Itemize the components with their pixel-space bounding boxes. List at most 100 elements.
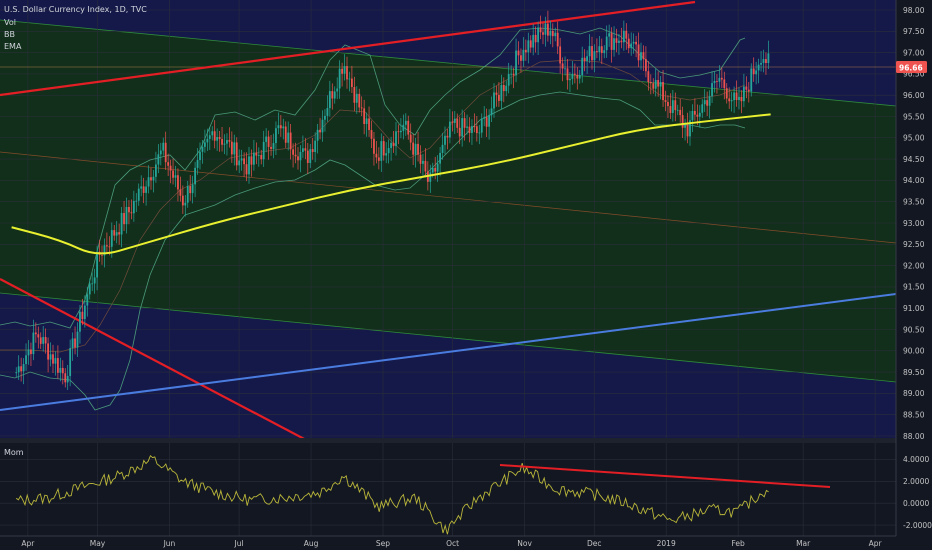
candle-body — [375, 153, 378, 158]
candle-body — [679, 109, 682, 116]
price-tick-label: 97.50 — [903, 27, 925, 36]
price-axis[interactable] — [896, 0, 932, 550]
red-resistance-line — [0, 0, 696, 97]
candle-body — [747, 89, 750, 92]
candle-body — [142, 186, 145, 193]
price-tick-label: 89.00 — [903, 389, 925, 398]
candle-body — [228, 140, 231, 142]
candle-body — [652, 83, 655, 89]
candle-body — [297, 156, 299, 161]
candle-body — [497, 94, 500, 101]
time-axis[interactable] — [0, 536, 932, 550]
candle-body — [137, 188, 140, 201]
candle-body — [654, 80, 657, 89]
momentum-label[interactable]: Mom — [4, 448, 24, 457]
candle-body — [373, 138, 375, 154]
candle-body — [669, 106, 672, 113]
candle-body — [657, 80, 660, 87]
momentum-pane — [0, 443, 896, 536]
candle-body — [255, 152, 258, 156]
candle-body — [478, 132, 481, 134]
legend-vol[interactable]: Vol — [4, 18, 16, 27]
grid-vertical — [27, 0, 876, 438]
chart-title[interactable]: U.S. Dollar Currency Index, 1D, TVC — [4, 5, 147, 14]
legend-bb[interactable]: BB — [4, 30, 15, 39]
legend-ema[interactable]: EMA — [4, 42, 22, 51]
candle-body — [537, 27, 539, 43]
candle-body — [71, 338, 74, 349]
candle-body — [272, 143, 275, 149]
candle-body — [265, 136, 268, 142]
candle-body — [277, 125, 280, 129]
candle-body — [728, 98, 731, 102]
channel-bottom-line — [0, 292, 896, 383]
time-tick-label: Nov — [517, 539, 532, 548]
candle-body — [718, 77, 721, 82]
candle-body — [711, 83, 713, 97]
candle-body — [282, 126, 285, 129]
candle-body — [223, 143, 226, 145]
candle-body — [600, 46, 603, 54]
momentum-tick-label: 2.0000 — [903, 477, 929, 486]
candle-body — [120, 212, 123, 235]
candle-body — [108, 246, 111, 248]
candle-body — [436, 163, 439, 172]
time-tick-label: Sep — [376, 539, 390, 548]
candle-body — [49, 354, 52, 360]
candle-body — [208, 135, 211, 139]
candle-body — [56, 358, 59, 373]
candle-body — [135, 200, 138, 202]
price-tick-label: 90.50 — [903, 325, 925, 334]
candle-body — [306, 150, 309, 163]
candle-body — [706, 100, 709, 106]
price-tick-label: 93.00 — [903, 219, 925, 228]
candle-body — [240, 158, 243, 161]
candle-body — [64, 373, 67, 383]
candle-body — [409, 134, 412, 143]
candle-body — [439, 152, 441, 164]
candle-body — [172, 170, 174, 178]
candle-body — [522, 49, 525, 61]
candle-body — [490, 108, 493, 116]
candle-body — [250, 156, 253, 165]
pane-separator[interactable] — [0, 438, 896, 443]
candles — [15, 10, 770, 390]
candle-body — [620, 40, 623, 43]
candle-body — [350, 78, 353, 88]
price-tick-label: 95.50 — [903, 112, 925, 121]
price-tick-label: 94.50 — [903, 155, 925, 164]
candle-body — [20, 366, 23, 372]
candle-body — [346, 66, 348, 80]
candle-body — [365, 118, 368, 124]
candle-body — [324, 115, 326, 120]
candle-body — [485, 117, 488, 127]
candle-body — [424, 160, 427, 172]
candle-body — [54, 358, 57, 364]
candle-body — [603, 50, 606, 54]
candle-body — [167, 162, 170, 166]
candle-body — [238, 160, 241, 166]
candle-body — [299, 151, 302, 161]
candle-body — [17, 366, 20, 373]
candle-body — [110, 230, 113, 247]
candle-body — [762, 59, 765, 63]
candle-body — [115, 232, 118, 236]
bb-lower — [0, 91, 746, 411]
candle-body — [588, 46, 591, 57]
candle-body — [184, 202, 187, 206]
price-tick-label: 91.00 — [903, 304, 925, 313]
candle-body — [15, 372, 18, 374]
candle-body — [691, 111, 694, 121]
candle-body — [667, 101, 669, 107]
candle-body — [348, 78, 351, 80]
candle-body — [412, 142, 415, 155]
candle-body — [81, 311, 84, 320]
candle-body — [91, 283, 94, 285]
price-tick-label: 93.50 — [903, 198, 925, 207]
candle-body — [468, 126, 471, 133]
candle-body — [716, 80, 718, 82]
candle-body — [157, 154, 160, 165]
candle-body — [581, 57, 584, 76]
price-tick-label: 90.00 — [903, 347, 925, 356]
